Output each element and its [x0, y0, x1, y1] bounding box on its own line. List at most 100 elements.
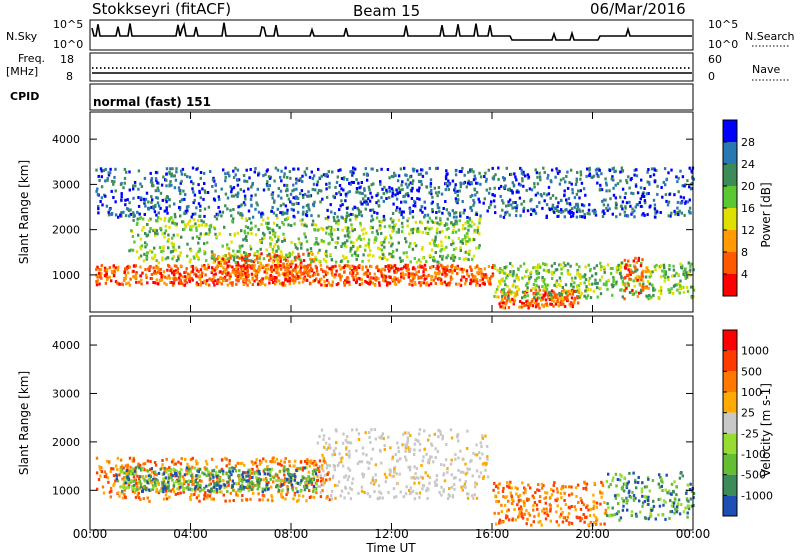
- cell-power-6-531: [503, 185, 506, 189]
- cell-power-6-371: [639, 204, 643, 208]
- cell-power-6-498: [150, 200, 153, 204]
- cell-power-6-1038: [643, 199, 647, 203]
- cell-power-0-202: [455, 282, 458, 286]
- cell-velocity-1-114: [228, 466, 231, 470]
- cell-velocity-1-22: [126, 477, 129, 481]
- cell-power-0-469: [203, 279, 206, 283]
- cell-power-6-624: [325, 195, 329, 199]
- cell-power-0-837: [382, 279, 385, 282]
- cell-power-2-516: [414, 244, 418, 248]
- cell-power-1-71: [241, 258, 244, 262]
- cell-power-0-413: [200, 264, 204, 268]
- cell-power-4-229: [652, 293, 655, 297]
- cell-power-6-577: [623, 214, 627, 218]
- cell-power-1-158: [235, 264, 238, 268]
- cell-power-6-855: [145, 191, 149, 195]
- cell-power-0-829: [384, 275, 388, 279]
- cell-power-6-477: [568, 209, 572, 213]
- cell-power-0-763: [436, 265, 439, 269]
- cell-power-2-355: [136, 217, 139, 221]
- cell-power-4-257: [614, 282, 618, 286]
- cell-power-0-41: [312, 279, 315, 283]
- cell-velocity-1-196: [282, 466, 286, 470]
- cell-velocity-1-435: [199, 483, 202, 487]
- cell-power-0-633: [144, 268, 147, 271]
- cell-power-0-615: [413, 280, 417, 284]
- cell-velocity-1-316: [223, 483, 227, 487]
- cell-power-2-648: [353, 228, 356, 232]
- cell-power-2-82: [447, 227, 450, 230]
- cell-power-0-832: [191, 269, 194, 273]
- cell-velocity-2-83: [337, 461, 341, 465]
- cell-power-3-49: [544, 289, 547, 293]
- cell-velocity-1-381: [175, 474, 178, 477]
- cell-power-4-341: [673, 283, 677, 287]
- cell-velocity-0-202: [250, 471, 254, 475]
- cell-power-4-305: [535, 276, 539, 280]
- cell-power-6-249: [574, 183, 578, 186]
- cell-power-3-131: [552, 299, 556, 303]
- cell-power-2-64: [234, 261, 237, 264]
- cell-velocity-2-65: [410, 476, 413, 480]
- cell-power-4-307: [501, 294, 504, 298]
- cell-power-6-793: [340, 177, 344, 180]
- cell-power-2-556: [275, 240, 279, 244]
- cell-power-6-390: [549, 196, 552, 200]
- cell-velocity-0-7: [137, 496, 141, 500]
- cell-power-2-498: [350, 247, 353, 251]
- cell-velocity-1-299: [170, 475, 173, 479]
- cell-velocity-1-427: [130, 479, 133, 483]
- cell-power-0-46: [200, 280, 203, 284]
- cell-power-2-543: [189, 228, 192, 232]
- cell-power-4-276: [685, 275, 689, 279]
- cell-velocity-0-179: [228, 459, 231, 463]
- cell-power-0-156: [103, 266, 107, 270]
- cell-power-1-136: [296, 277, 299, 281]
- cell-power-2-517: [325, 254, 329, 258]
- cell-power-6-640: [391, 212, 395, 215]
- cell-power-4-336: [594, 278, 597, 282]
- cell-velocity-0-263: [203, 493, 206, 497]
- cell-power-6-1213: [527, 175, 531, 179]
- cell-power-6-7: [249, 168, 252, 171]
- cell-power-6-1194: [620, 166, 623, 170]
- cell-power-6-579: [475, 190, 479, 194]
- cell-power-6-130: [214, 189, 217, 193]
- cell-velocity-0-117: [124, 464, 128, 468]
- cell-power-4-146: [644, 275, 648, 279]
- cell-power-2-718: [269, 242, 272, 246]
- cell-velocity-0-260: [177, 460, 180, 464]
- cell-power-6-255: [161, 198, 164, 202]
- cell-velocity-0-323: [254, 461, 257, 465]
- cell-power-6-1068: [412, 179, 415, 183]
- cell-power-1-139: [228, 277, 232, 281]
- cell-power-4-169: [537, 285, 540, 289]
- cell-power-6-365: [242, 189, 246, 193]
- cell-power-6-80: [239, 204, 242, 208]
- cell-velocity-0-125: [163, 470, 166, 474]
- cell-power-1-94: [232, 268, 235, 272]
- cell-power-2-123: [309, 247, 313, 251]
- cell-power-1-202: [304, 277, 308, 281]
- cell-power-2-475: [362, 237, 366, 241]
- cell-power-2-336: [440, 244, 443, 248]
- cell-power-2-281: [272, 250, 275, 254]
- cell-power-1-208: [269, 274, 273, 277]
- cell-power-0-196: [354, 273, 358, 277]
- cell-power-2-278: [374, 238, 377, 242]
- cell-velocity-0-184: [187, 465, 191, 469]
- cell-power-6-907: [344, 199, 347, 203]
- cell-power-2-732: [276, 216, 279, 220]
- cell-power-6-11: [100, 185, 104, 189]
- cell-velocity-0-458: [155, 473, 158, 477]
- cell-power-4-279: [553, 262, 556, 265]
- cell-velocity-0-409: [148, 468, 152, 472]
- cell-power-3-93: [570, 296, 574, 300]
- cell-velocity-2-3: [368, 461, 371, 465]
- cell-velocity-1-281: [300, 479, 303, 483]
- cell-velocity-0-149: [266, 498, 270, 502]
- cell-power-6-454: [195, 206, 198, 210]
- cell-power-0-715: [387, 264, 390, 268]
- cell-velocity-0-493: [275, 457, 279, 461]
- cell-power-3-34: [554, 296, 557, 300]
